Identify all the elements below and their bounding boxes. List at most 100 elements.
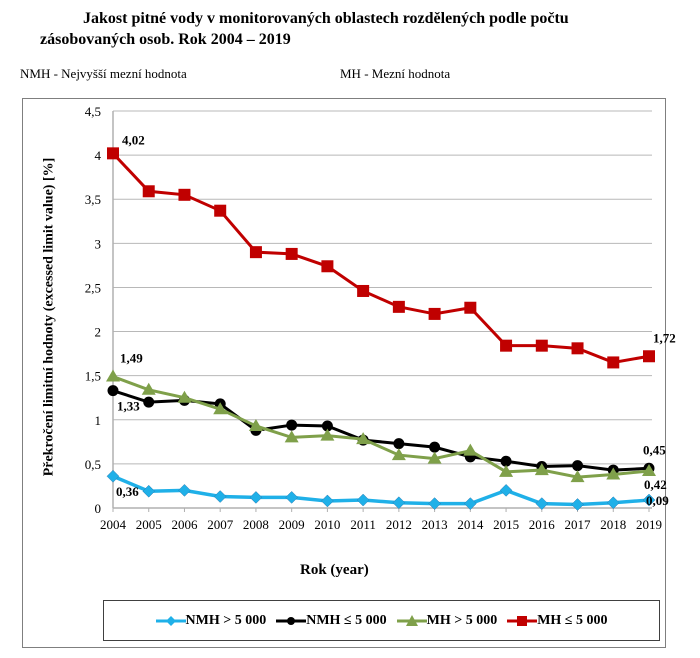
x-tick-label: 2004 — [100, 517, 127, 532]
data-point-circle — [429, 441, 441, 453]
data-label: 0,45 — [643, 442, 666, 457]
data-point-square — [321, 260, 334, 273]
data-point-triangle — [106, 369, 120, 382]
data-point-square — [428, 307, 441, 320]
data-point-triangle — [642, 463, 656, 476]
data-point-square — [107, 147, 119, 160]
x-tick-label: 2016 — [529, 517, 556, 532]
data-point-diamond — [499, 484, 513, 497]
data-point-diamond — [642, 493, 656, 507]
data-point-square — [214, 204, 227, 217]
data-label: 4,02 — [122, 132, 145, 147]
data-point-square — [285, 247, 298, 260]
series-line-diamond — [112, 474, 650, 507]
data-point-diamond — [356, 493, 370, 507]
y-axis-title: Překročení limitní hodnoty (excessed lim… — [40, 157, 56, 477]
data-point-square — [249, 246, 262, 259]
data-point-triangle — [606, 467, 621, 480]
data-point-triangle — [284, 430, 299, 443]
data-point-diamond — [285, 491, 299, 504]
data-point-diamond — [178, 484, 191, 497]
data-point-triangle — [463, 443, 478, 456]
series-line-circle — [112, 389, 650, 472]
x-tick-label: 2019 — [636, 517, 662, 532]
data-point-diamond — [213, 490, 227, 503]
x-tick-label: 2012 — [386, 517, 412, 532]
x-tick-label: 2009 — [279, 517, 305, 532]
legend-label: MH ≤ 5 000 — [537, 612, 608, 628]
data-point-circle — [286, 419, 298, 431]
data-label: 0,36 — [116, 484, 139, 499]
x-tick-label: 2013 — [422, 517, 448, 532]
data-point-triangle — [356, 432, 371, 445]
x-tick-label: 2007 — [207, 517, 234, 532]
data-point-triangle — [141, 382, 156, 395]
data-point-square — [607, 356, 620, 369]
nmh-abbreviation: NMH - Nejvyšší mezní hodnota — [20, 66, 187, 81]
legend-symbol-circle-icon — [276, 616, 307, 625]
data-point-triangle — [320, 428, 335, 441]
data-point-diamond — [571, 498, 584, 511]
data-point-diamond — [535, 497, 549, 510]
data-point-square — [357, 284, 370, 297]
legend-symbol-diamond-icon — [155, 615, 186, 626]
data-label: 1,49 — [120, 351, 143, 366]
data-label: 0,42 — [644, 477, 667, 492]
data-label: 1,33 — [117, 399, 140, 414]
x-tick-label: 2014 — [457, 517, 484, 532]
data-point-circle — [321, 420, 333, 432]
data-point-square — [571, 342, 584, 355]
y-tick-label: 4 — [95, 148, 102, 163]
data-point-triangle — [534, 463, 549, 476]
legend-label: NMH ≤ 5 000 — [306, 612, 387, 628]
legend-label: NMH > 5 000 — [185, 612, 267, 628]
data-point-triangle — [248, 418, 263, 431]
data-point-square — [392, 300, 405, 313]
data-point-diamond — [392, 496, 406, 510]
chart-frame — [22, 98, 666, 648]
data-point-square — [142, 185, 155, 198]
series-line-triangle — [112, 375, 650, 479]
legend: NMH > 5 000 NMH ≤ 5 000 MH > 5 000 MH ≤ 5 0… — [103, 600, 660, 641]
series-line-square — [111, 152, 650, 364]
data-point-diamond — [249, 491, 263, 504]
data-point-square — [643, 350, 655, 363]
y-tick-label: 3 — [95, 236, 102, 251]
legend-symbol-square-icon — [507, 615, 538, 626]
data-point-diamond — [106, 469, 120, 483]
x-tick-label: 2017 — [565, 517, 592, 532]
data-point-circle — [107, 385, 119, 397]
legend-item: NMH > 5 000 — [155, 612, 267, 629]
data-point-square — [535, 339, 548, 352]
y-tick-label: 1 — [95, 413, 102, 428]
data-point-diamond — [321, 494, 334, 508]
x-tick-label: 2011 — [350, 517, 376, 532]
data-point-triangle — [391, 448, 406, 461]
y-tick-label: 3,5 — [85, 192, 101, 207]
x-tick-label: 2015 — [493, 517, 519, 532]
legend-item: MH ≤ 5 000 — [507, 612, 608, 629]
mh-abbreviation: MH - Mezní hodnota — [340, 66, 451, 81]
data-label: 0,09 — [646, 493, 669, 508]
legend-item: NMH ≤ 5 000 — [276, 612, 387, 629]
data-point-diamond — [142, 484, 156, 498]
legend-label: MH > 5 000 — [426, 612, 498, 628]
data-point-square — [178, 188, 191, 201]
legend-symbol-triangle-icon — [396, 614, 427, 626]
x-tick-label: 2018 — [600, 517, 626, 532]
data-point-square — [500, 339, 513, 352]
data-point-diamond — [606, 496, 620, 510]
y-tick-label: 0 — [95, 501, 102, 516]
data-point-triangle — [570, 470, 585, 483]
data-point-triangle — [499, 464, 514, 477]
chart-title-line1: Jakost pitné vody v monitorovaných oblas… — [83, 10, 569, 27]
chart-title-line2: zásobovaných osob. Rok 2004 – 2019 — [40, 31, 291, 48]
y-tick-label: 4,5 — [85, 104, 101, 119]
data-point-circle — [572, 460, 584, 472]
y-tick-label: 2,5 — [85, 280, 101, 295]
y-tick-label: 0,5 — [85, 457, 101, 472]
data-label: 1,72 — [653, 330, 676, 345]
data-point-circle — [393, 438, 405, 450]
data-point-circle — [500, 455, 512, 467]
